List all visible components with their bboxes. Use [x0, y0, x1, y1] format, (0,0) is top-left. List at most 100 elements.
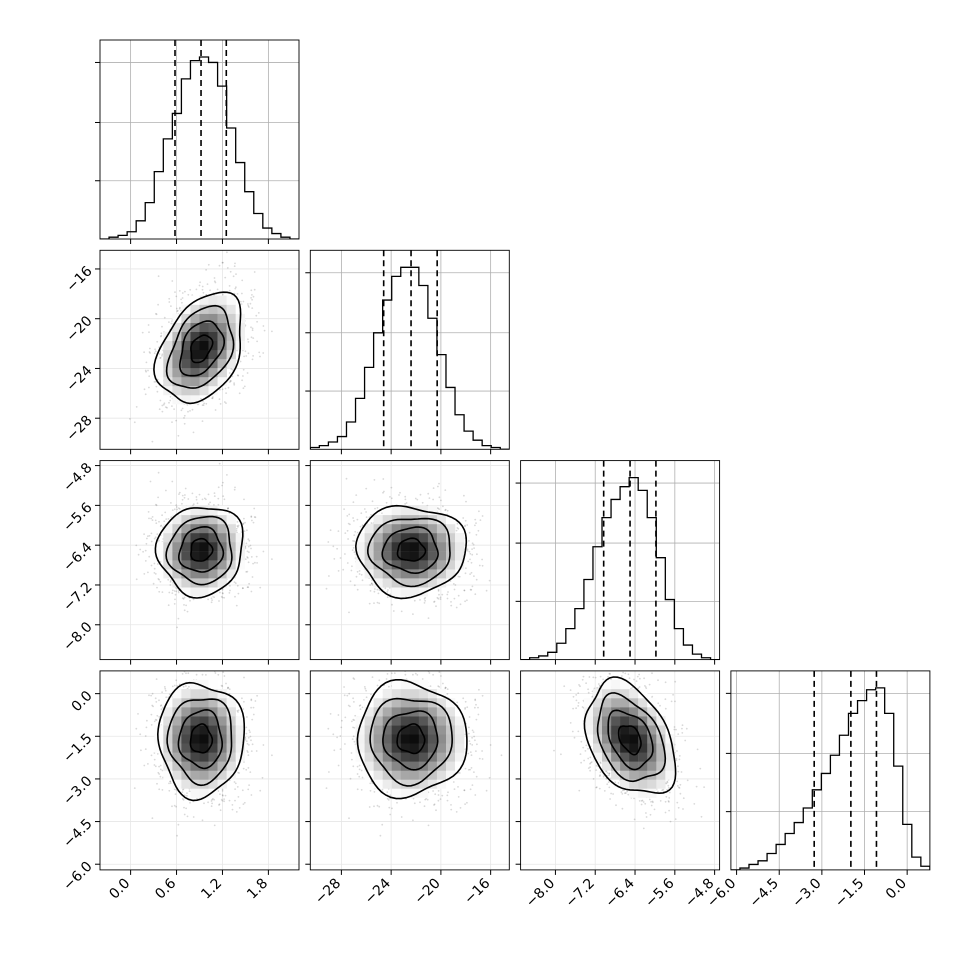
scatter-point [146, 719, 148, 722]
scatter-point [184, 290, 186, 293]
scatter-point [175, 679, 178, 682]
density-cell [427, 542, 438, 552]
scatter-point [250, 336, 253, 339]
scatter-point [245, 571, 248, 573]
scatter-point [470, 588, 473, 591]
density-cell [190, 386, 200, 396]
scatter-point [339, 557, 342, 559]
scatter-point [371, 583, 374, 586]
scatter-point [384, 587, 387, 590]
density-cell [217, 761, 227, 771]
scatter-point [463, 589, 466, 592]
scatter-point [365, 689, 367, 692]
density-cell [208, 788, 218, 798]
density-cell [172, 770, 182, 780]
scatter-point [213, 277, 216, 279]
scatter-point [181, 502, 183, 505]
density-cell [208, 523, 218, 534]
scatter-point [178, 307, 181, 310]
scatter-point [168, 782, 170, 785]
scatter-point [191, 408, 194, 411]
density-cell [172, 743, 182, 753]
scatter-point [201, 285, 204, 288]
density-cell [455, 542, 465, 552]
scatter-point [469, 558, 471, 561]
scatter-point [221, 799, 224, 802]
scatter-point [378, 679, 381, 682]
scatter-point [365, 696, 368, 699]
scatter-point [213, 798, 216, 801]
scatter-point [135, 578, 138, 581]
density-cell [226, 322, 236, 332]
scatter-point [349, 705, 351, 708]
scatter-point [228, 592, 231, 594]
scatter-point [481, 750, 483, 752]
density-cell [208, 770, 218, 780]
scatter-point [178, 508, 181, 510]
density-cell [217, 569, 227, 579]
y-tick-label: −28 [63, 413, 95, 445]
scatter-point [387, 589, 389, 591]
density-cell [226, 752, 236, 762]
scatter-point [433, 600, 436, 603]
scatter-point [398, 668, 400, 670]
scatter-point [463, 453, 465, 455]
density-cell [455, 551, 465, 561]
scatter-point [158, 788, 161, 791]
scatter-point [171, 685, 174, 688]
density-cell [409, 560, 420, 570]
y-tick-label: −16 [63, 263, 95, 295]
density-cell [208, 551, 218, 561]
scatter-point [459, 603, 462, 606]
scatter-point [450, 804, 452, 806]
scatter-point [455, 529, 458, 532]
scatter-point [248, 744, 250, 746]
scatter-point [181, 597, 184, 599]
density-cell [172, 514, 182, 525]
scatter-point [356, 765, 359, 768]
density-cell [172, 779, 182, 789]
scatter-point [219, 793, 221, 796]
scatter-point [238, 392, 241, 395]
density-cell [181, 725, 191, 735]
scatter-point [358, 764, 361, 767]
density-cell [382, 743, 392, 753]
density-cell [436, 743, 447, 753]
scatter-point [205, 674, 207, 676]
contour-line [189, 723, 214, 754]
contour-line [153, 291, 242, 405]
density-cell [382, 707, 392, 717]
density-cell [163, 367, 173, 378]
density-cell [373, 752, 383, 762]
scatter-point [169, 579, 172, 582]
scatter-point [262, 744, 265, 746]
density-cell [382, 533, 392, 543]
scatter-point [465, 500, 467, 503]
scatter-point [478, 564, 481, 567]
scatter-point [251, 718, 254, 721]
scatter-point [247, 338, 249, 341]
scatter-point [148, 534, 151, 537]
scatter-point [159, 335, 162, 338]
scatter-point [271, 330, 273, 333]
scatter-point [144, 549, 147, 552]
density-cell [190, 560, 200, 570]
density-cell [446, 707, 456, 717]
density-cell [446, 716, 456, 726]
density-cell [391, 689, 401, 699]
density-cell [235, 560, 245, 570]
density-cell [163, 331, 173, 341]
scatter-point [347, 522, 350, 525]
scatter-point [177, 823, 180, 826]
scatter-point [158, 699, 160, 702]
scatter-point [148, 694, 150, 697]
density-cell [391, 587, 401, 597]
scatter-point [168, 297, 171, 300]
scatter-point [657, 790, 659, 793]
scatter-point [470, 754, 473, 757]
scatter-point [427, 667, 429, 669]
density-cell [382, 734, 392, 744]
density-cell [208, 386, 218, 396]
density-cell [190, 322, 200, 332]
panel-1-1 [305, 249, 510, 455]
